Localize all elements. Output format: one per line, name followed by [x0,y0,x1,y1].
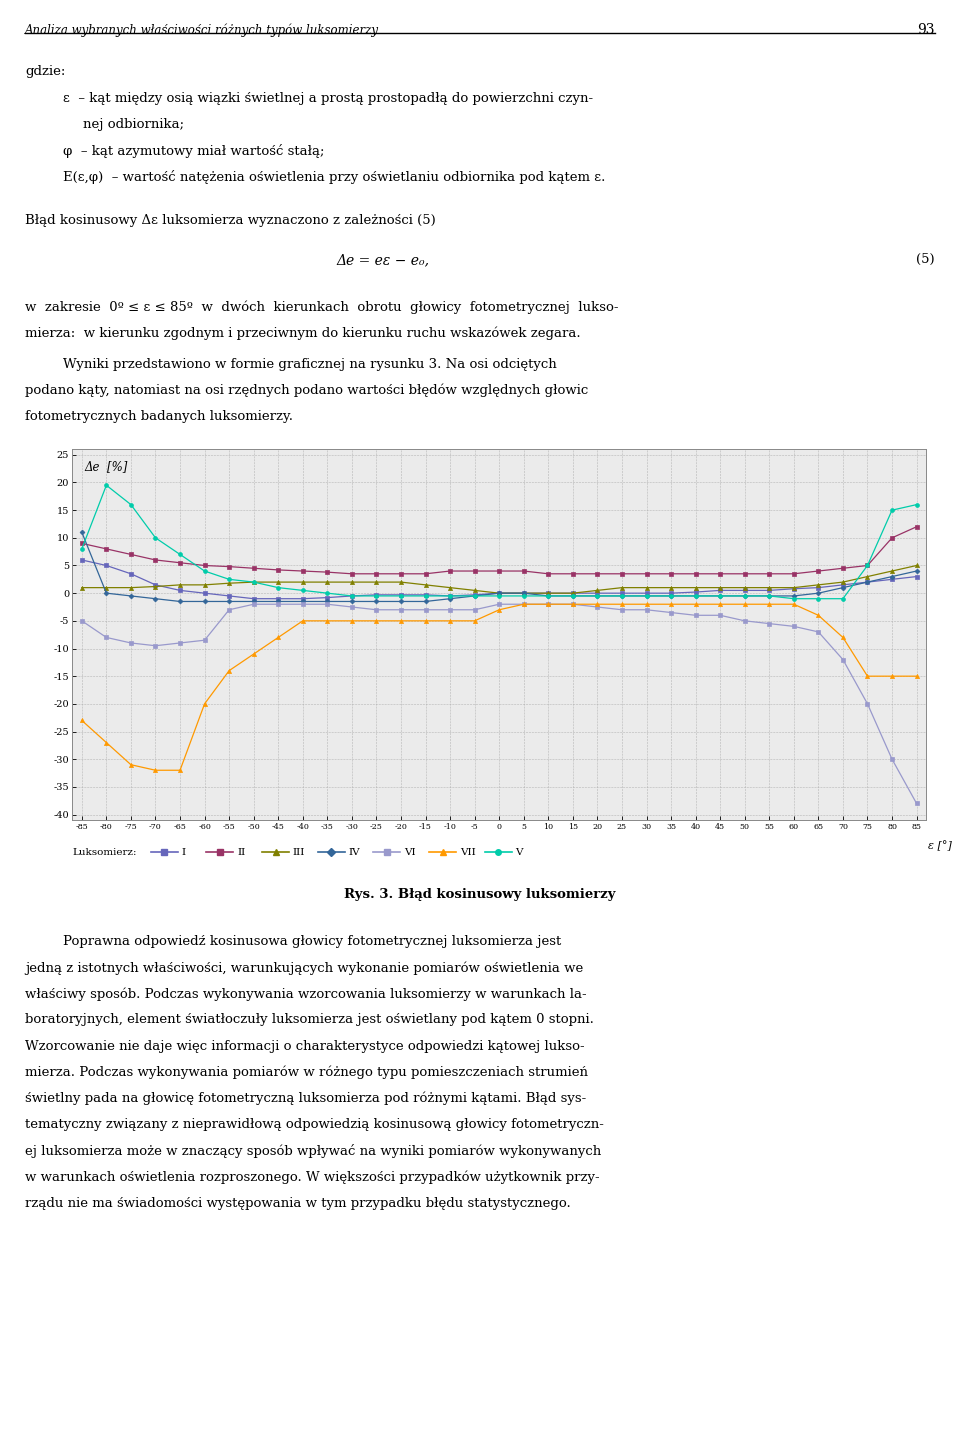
Text: φ  – kąt azymutowy miał wartość stałą;: φ – kąt azymutowy miał wartość stałą; [63,144,324,158]
Text: podano kąty, natomiast na osi rzędnych podano wartości błędów względnych głowic: podano kąty, natomiast na osi rzędnych p… [25,384,588,397]
Text: w warunkach oświetlenia rozproszonego. W większości przypadków użytkownik przy-: w warunkach oświetlenia rozproszonego. W… [25,1170,600,1184]
Text: Błąd kosinusowy Δε luksomierza wyznaczono z zależności (5): Błąd kosinusowy Δε luksomierza wyznaczon… [25,214,436,227]
Text: 93: 93 [918,23,935,38]
Text: fotometrycznych badanych luksomierzy.: fotometrycznych badanych luksomierzy. [25,410,293,423]
Text: w  zakresie  0º ≤ ε ≤ 85º  w  dwóch  kierunkach  obrotu  głowicy  fotometrycznej: w zakresie 0º ≤ ε ≤ 85º w dwóch kierunka… [25,300,618,314]
Text: Poprawna odpowiedź kosinusowa głowicy fotometrycznej luksomierza jest: Poprawna odpowiedź kosinusowa głowicy fo… [63,935,562,948]
Text: Δe  [%]: Δe [%] [84,461,129,474]
Text: II: II [237,848,246,856]
Text: VI: VI [404,848,416,856]
Text: nej odbiornika;: nej odbiornika; [83,118,183,131]
Text: świetlny pada na głowicę fotometryczną luksomierza pod różnymi kątami. Błąd sys-: świetlny pada na głowicę fotometryczną l… [25,1092,587,1105]
Text: mierza:  w kierunku zgodnym i przeciwnym do kierunku ruchu wskazówek zegara.: mierza: w kierunku zgodnym i przeciwnym … [25,326,581,340]
Text: gdzie:: gdzie: [25,65,65,79]
Text: jedną z istotnych właściwości, warunkujących wykonanie pomiarów oświetlenia we: jedną z istotnych właściwości, warunkują… [25,961,584,974]
Text: III: III [293,848,305,856]
Text: tematyczny związany z nieprawidłową odpowiedzią kosinusową głowicy fotometryczn-: tematyczny związany z nieprawidłową odpo… [25,1118,604,1131]
Text: boratoryjnych, element światłoczuły luksomierza jest oświetlany pod kątem 0 stop: boratoryjnych, element światłoczuły luks… [25,1013,594,1027]
Text: rządu nie ma świadomości występowania w tym przypadku błędu statystycznego.: rządu nie ma świadomości występowania w … [25,1197,570,1210]
Text: ε [°]: ε [°] [928,840,952,851]
Text: Wzorcowanie nie daje więc informacji o charakterystyce odpowiedzi kątowej lukso-: Wzorcowanie nie daje więc informacji o c… [25,1040,585,1053]
Text: Δe = eε − e₀,: Δe = eε − e₀, [336,253,429,268]
Text: właściwy sposób. Podczas wykonywania wzorcowania luksomierzy w warunkach la-: właściwy sposób. Podczas wykonywania wzo… [25,987,587,1000]
Text: E(ε,φ)  – wartość natężenia oświetlenia przy oświetlaniu odbiornika pod kątem ε.: E(ε,φ) – wartość natężenia oświetlenia p… [63,170,606,185]
Text: V: V [516,848,523,856]
Text: Analiza wybranych właściwości różnych typów luksomierzy: Analiza wybranych właściwości różnych ty… [25,23,379,36]
Text: Rys. 3. Błąd kosinusowy luksomierzy: Rys. 3. Błąd kosinusowy luksomierzy [345,888,615,901]
Text: ε  – kąt między osią wiązki świetlnej a prostą prostopadłą do powierzchni czyn-: ε – kąt między osią wiązki świetlnej a p… [63,92,593,105]
Text: ej luksomierza może w znaczący sposób wpływać na wyniki pomiarów wykonywanych: ej luksomierza może w znaczący sposób wp… [25,1144,601,1159]
Text: mierza. Podczas wykonywania pomiarów w różnego typu pomieszczeniach strumień: mierza. Podczas wykonywania pomiarów w r… [25,1066,588,1079]
Text: (5): (5) [917,253,935,266]
Text: IV: IV [348,848,360,856]
Text: I: I [181,848,185,856]
Text: Wyniki przedstawiono w formie graficznej na rysunku 3. Na osi odciętych: Wyniki przedstawiono w formie graficznej… [63,358,557,371]
Text: Luksomierz:: Luksomierz: [72,848,136,856]
Text: VII: VII [460,848,475,856]
